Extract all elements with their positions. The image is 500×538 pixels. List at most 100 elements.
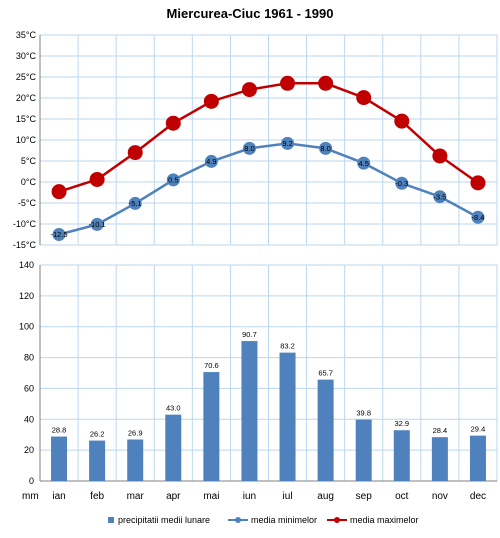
temperature-chart: 35°C 30°C 25°C 20°C 15°C 10°C 5°C 0°C -5°C -10°C -… xyxy=(13,30,498,250)
bar-data-label: 90.7 xyxy=(242,330,257,339)
y-unit-label: mm xyxy=(22,491,39,502)
bar-data-label: 65.7 xyxy=(318,369,333,378)
y-tick-label: 80 xyxy=(24,353,34,363)
min-data-label: -0.3 xyxy=(395,179,408,188)
y-tick-label: -15°C xyxy=(13,240,37,250)
min-data-label: 9.2 xyxy=(282,139,292,148)
bar-data-label: 26.9 xyxy=(128,428,143,437)
x-tick-label: feb xyxy=(90,491,104,502)
precip-bar xyxy=(355,419,372,481)
x-tick-label: iul xyxy=(283,491,293,502)
precip-bar xyxy=(469,435,486,481)
y-tick-label: 100 xyxy=(19,322,34,332)
precip-bar xyxy=(89,440,106,481)
max-point xyxy=(203,93,219,109)
precip-bar xyxy=(317,379,334,481)
max-point xyxy=(51,184,67,200)
max-point xyxy=(470,175,486,191)
min-point xyxy=(281,136,295,150)
y-tick-label: 40 xyxy=(24,414,34,424)
x-tick-label: dec xyxy=(470,491,486,502)
max-point xyxy=(432,148,448,164)
y-tick-label: 10°C xyxy=(16,135,37,145)
y-tick-label: 25°C xyxy=(16,72,37,82)
bar-data-label: 29.4 xyxy=(471,425,486,434)
legend-label-min: media minimelor xyxy=(251,515,318,525)
precip-bar xyxy=(431,437,448,481)
y-tick-label: 60 xyxy=(24,383,34,393)
bar-data-label: 39.8 xyxy=(356,409,371,418)
legend-min-swatch xyxy=(228,517,248,523)
x-tick-label: mar xyxy=(127,491,145,502)
max-point xyxy=(165,115,181,131)
legend-item-max: media maximelor xyxy=(327,512,419,528)
y-tick-label: 140 xyxy=(19,260,34,270)
min-data-label: -3.5 xyxy=(433,192,446,201)
min-series-line xyxy=(58,142,479,236)
precip-bar xyxy=(393,430,410,481)
min-data-label: -5.1 xyxy=(129,199,142,208)
chart-title: Miercurea-Ciuc 1961 - 1990 xyxy=(166,6,334,21)
legend-item-precipitation: precipitatii medii lunare xyxy=(108,512,210,528)
precip-bar xyxy=(165,414,182,481)
y-tick-label: 120 xyxy=(19,291,34,301)
min-point xyxy=(319,141,333,155)
y-tick-label: -5°C xyxy=(18,198,37,208)
min-point xyxy=(166,173,180,187)
min-point xyxy=(52,228,66,241)
max-point xyxy=(394,113,410,129)
bar-data-label: 32.9 xyxy=(394,419,409,428)
bar-data-label: 70.6 xyxy=(204,361,219,370)
min-data-label: 4.9 xyxy=(206,157,216,166)
y-tick-label: 0°C xyxy=(21,177,37,187)
min-point xyxy=(433,190,447,204)
x-tick-label: sep xyxy=(356,491,373,502)
min-point xyxy=(204,154,218,168)
y-tick-label: 20°C xyxy=(16,93,37,103)
precip-bar xyxy=(279,352,296,481)
legend-item-min: media minimelor xyxy=(228,512,317,528)
min-data-label: -10.1 xyxy=(89,220,106,229)
legend-label-max: media maximelor xyxy=(350,515,419,525)
y-tick-label: 5°C xyxy=(21,156,37,166)
min-point xyxy=(357,156,371,170)
min-data-label: -8.4 xyxy=(471,213,484,222)
min-point xyxy=(90,217,104,231)
max-point xyxy=(89,171,105,187)
y-tick-label: 20 xyxy=(24,445,34,455)
precipitation-chart: 140 120 100 80 60 40 20 0 mm 28.8 26.2 26.9 43.0 70.6… xyxy=(19,260,498,502)
y-tick-label: 30°C xyxy=(16,51,37,61)
x-tick-label: ian xyxy=(52,491,65,502)
legend-bar-swatch xyxy=(108,517,114,523)
precip-bar xyxy=(203,372,220,481)
max-point xyxy=(280,75,296,91)
y-tick-label: 0 xyxy=(29,476,34,486)
max-point xyxy=(356,90,372,106)
legend-max-swatch xyxy=(327,517,347,523)
min-data-label: 4.5 xyxy=(358,159,368,168)
x-tick-label: apr xyxy=(166,491,181,502)
y-tick-label: 35°C xyxy=(16,30,37,40)
x-tick-label: mai xyxy=(203,491,219,502)
bar-data-label: 28.8 xyxy=(52,426,67,435)
max-series-line xyxy=(58,82,479,193)
min-data-label: 0.5 xyxy=(168,176,178,185)
max-point xyxy=(127,145,143,161)
bar-data-label: 26.2 xyxy=(90,430,105,439)
y-tick-label: -10°C xyxy=(13,219,37,229)
legend-label-precipitation: precipitatii medii lunare xyxy=(118,515,211,525)
min-point xyxy=(395,176,409,190)
bar-data-label: 43.0 xyxy=(166,404,181,413)
x-tick-label: iun xyxy=(243,491,256,502)
bar-data-label: 28.4 xyxy=(433,426,448,435)
x-tick-label: nov xyxy=(432,491,448,502)
max-point xyxy=(241,82,257,98)
precip-bar xyxy=(241,341,258,481)
legend: precipitatii medii lunare media minimelo… xyxy=(0,512,500,528)
y-tick-label: 15°C xyxy=(16,114,37,124)
precip-bar xyxy=(127,439,144,481)
bar-data-label: 83.2 xyxy=(280,342,295,351)
min-data-label: 8.0 xyxy=(320,144,330,153)
precip-bar xyxy=(51,436,68,481)
